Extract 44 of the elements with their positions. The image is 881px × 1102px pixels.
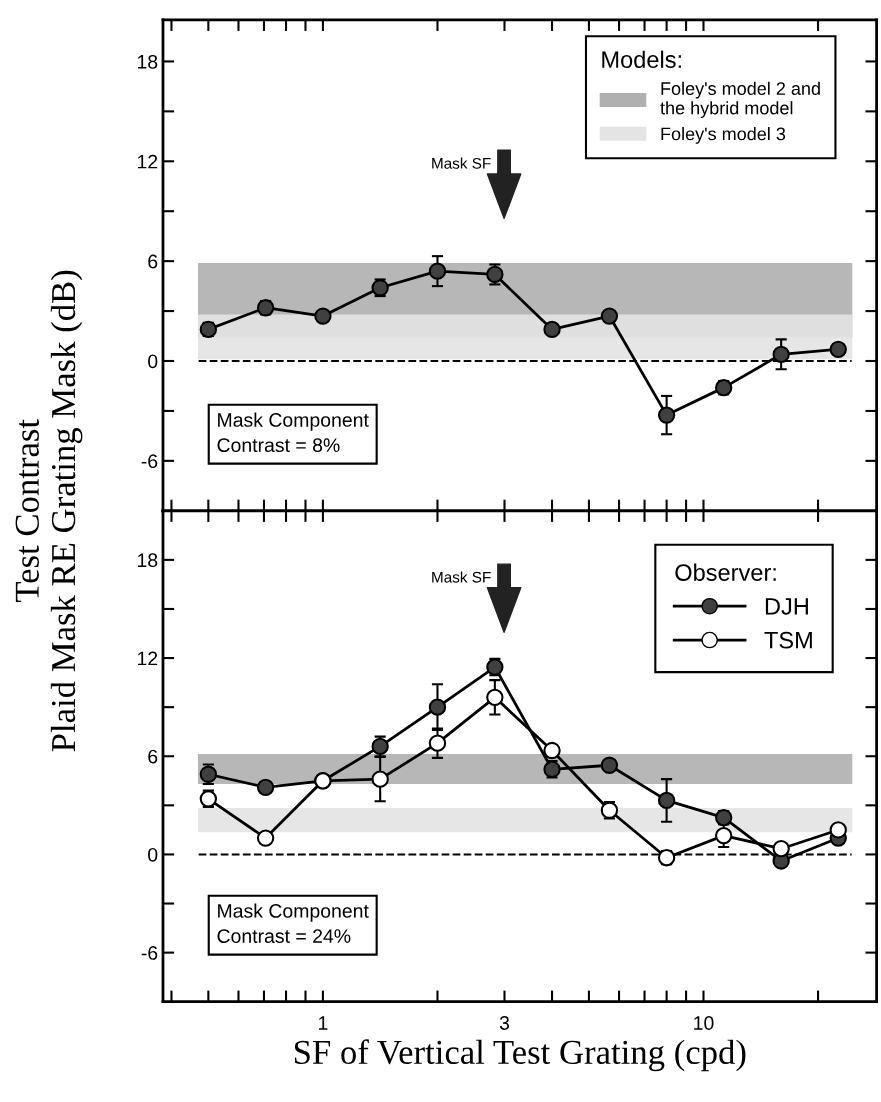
annotation: Mask SF <box>432 571 491 583</box>
point <box>486 688 504 707</box>
y-tick-label: -6 <box>141 454 158 469</box>
y-tick-label: 6 <box>148 254 158 269</box>
y-tick-label: 12 <box>137 651 158 666</box>
x-axis-title: SF of Vertical Test Grating (cpd) <box>294 1039 746 1072</box>
annotation: Mask Component Contrast = 24% <box>217 903 369 943</box>
point <box>715 826 733 845</box>
y-tick-label: 6 <box>148 749 158 764</box>
legend-label: DJH <box>765 598 808 615</box>
y-tick-label: 18 <box>137 553 158 568</box>
point <box>256 829 275 847</box>
legend-title: Models: <box>602 50 681 69</box>
legend-title: Observer: <box>675 563 776 581</box>
point <box>772 840 790 858</box>
point <box>600 307 619 325</box>
point <box>829 340 847 359</box>
legend-label: TSM <box>764 631 812 649</box>
y-tick-label: 18 <box>137 54 158 69</box>
y-tick-label: 12 <box>137 154 158 169</box>
y-axis-title: Test Contrast Plaid Mask RE Grating Mask (dB) <box>15 270 83 752</box>
point <box>428 698 447 716</box>
y-tick-label: 0 <box>148 847 158 862</box>
annotation: Mask SF <box>432 157 491 169</box>
legend-label: Foley's model 3 <box>661 127 786 144</box>
point <box>256 778 275 797</box>
x-tick-label: 10 <box>694 1016 714 1030</box>
point <box>829 821 847 839</box>
y-tick-label: 0 <box>148 354 158 369</box>
point <box>772 345 790 364</box>
point <box>428 262 447 280</box>
x-tick-label: 1 <box>318 1016 328 1030</box>
point <box>371 770 389 788</box>
legend-label: Foley's model 2 and the hybrid model <box>660 81 820 118</box>
annotation: Mask Component Contrast = 8% <box>217 412 369 453</box>
point <box>314 307 332 325</box>
point <box>543 320 561 339</box>
point <box>657 791 676 810</box>
x-tick-label: 3 <box>499 1016 510 1030</box>
y-tick-label: -6 <box>141 946 158 960</box>
point <box>657 406 676 424</box>
point <box>543 741 561 760</box>
point <box>428 734 447 752</box>
point <box>600 756 619 774</box>
